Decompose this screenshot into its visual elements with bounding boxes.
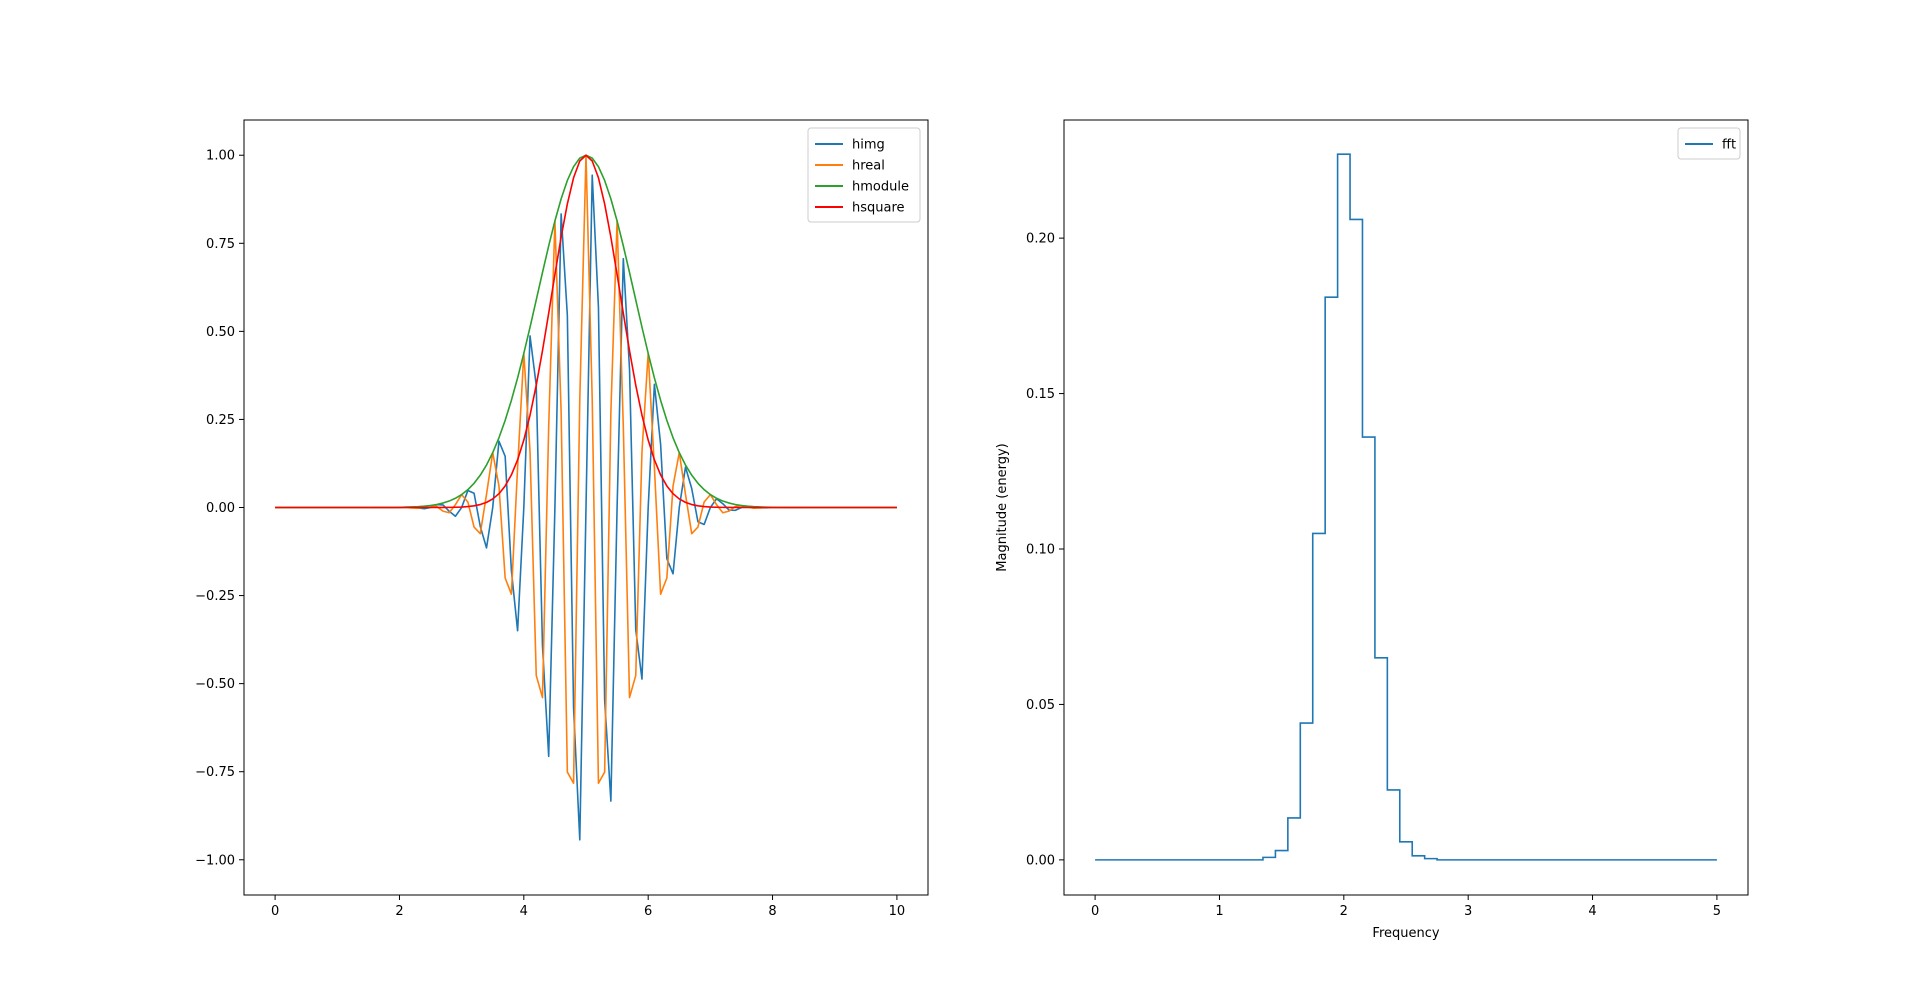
series-line-fft (1095, 153, 1717, 861)
y-tick-label: 0.20 (1026, 232, 1055, 247)
legend-label-hmodule: hmodule (852, 180, 909, 195)
x-tick-label: 0 (271, 904, 279, 919)
x-tick-label: 6 (644, 904, 652, 919)
wavelet-plot: 0 2 4 6 8 10 −1.00 −0.75 −0.50 −0.25 0.00 0.25 0.50 0… (195, 119, 929, 919)
legend: fft (1677, 127, 1741, 160)
series-line-hmodule (275, 154, 897, 509)
series-layer (275, 154, 897, 841)
legend-label-hsquare: hsquare (852, 201, 905, 216)
y-tick-label: 0.10 (1026, 543, 1055, 558)
y-tick-label: −0.50 (195, 677, 235, 692)
y-tick-label: 0.15 (1026, 387, 1055, 402)
x-tick-label: 1 (1215, 904, 1223, 919)
x-tick-label: 8 (768, 904, 776, 919)
series-line-hsquare (275, 154, 897, 509)
y-tick-label: 0.75 (206, 237, 235, 252)
x-tick-label: 10 (889, 904, 906, 919)
legend-label-himg: himg (852, 138, 885, 153)
legend-label-fft: fft (1722, 138, 1736, 153)
series-layer (1095, 153, 1717, 861)
y-axis-label: Magnitude (energy) (995, 443, 1010, 571)
legend-box (807, 127, 921, 223)
x-tick-label: 2 (395, 904, 403, 919)
y-tick-label: −1.00 (195, 853, 235, 868)
x-tick-label: 0 (1091, 904, 1099, 919)
x-tick-label: 4 (520, 904, 528, 919)
y-tick-label: 0.00 (206, 501, 235, 516)
axes-frame (243, 119, 929, 896)
legend-label-hreal: hreal (852, 159, 885, 174)
y-tick-label: 1.00 (206, 149, 235, 164)
y-tick-label: 0.25 (206, 413, 235, 428)
legend: himg hreal hmodule hsquare (807, 127, 921, 223)
y-tick-label: 0.50 (206, 325, 235, 340)
y-tick-label: −0.25 (195, 589, 235, 604)
x-axis-label: Frequency (1372, 926, 1439, 941)
y-tick-label: 0.05 (1026, 698, 1055, 713)
axes-frame (1063, 119, 1749, 896)
fft-plot: 0 1 2 3 4 5 0.00 0.05 0.10 0.15 0.20 Frequency Magni… (995, 119, 1749, 941)
x-tick-label: 3 (1464, 904, 1472, 919)
x-tick-label: 2 (1340, 904, 1348, 919)
y-tick-label: 0.00 (1026, 853, 1055, 868)
y-tick-label: −0.75 (195, 765, 235, 780)
x-tick-label: 4 (1588, 904, 1596, 919)
x-tick-label: 5 (1713, 904, 1721, 919)
